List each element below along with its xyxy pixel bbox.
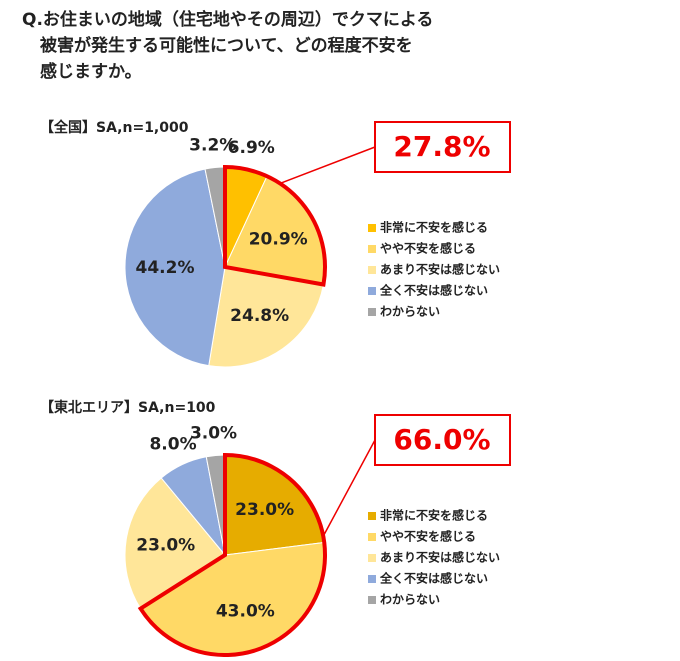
legend-swatch (368, 554, 376, 562)
pie-slice (208, 266, 325, 368)
legend-swatch (368, 245, 376, 253)
data-label: 23.0% (136, 536, 195, 556)
legend-label: やや不安を感じる (380, 529, 476, 544)
question-line: Q.お住まいの地域（住宅地やその周辺）でクマによる (22, 9, 433, 30)
data-label: 20.9% (249, 229, 308, 249)
pie-slice (124, 168, 226, 367)
data-label: 3.2% (189, 136, 236, 156)
question-line: 被害が発生する可能性について、どの程度不安を (40, 35, 413, 56)
subtitle: 【全国】SA,n=1,000 (40, 119, 189, 136)
legend-label: わからない (380, 593, 440, 607)
highlight-box (374, 414, 511, 466)
legend-swatch (368, 224, 376, 232)
legend-swatch (368, 266, 376, 274)
legend-swatch (368, 308, 376, 316)
pie-slice (124, 477, 226, 610)
legend-label: 非常に不安を感じる (380, 220, 488, 235)
highlight-box (374, 121, 511, 173)
legend-swatch (368, 533, 376, 541)
legend-swatch (368, 575, 376, 583)
legend-label: わからない (380, 305, 440, 319)
data-label: 44.2% (136, 258, 195, 278)
legend-swatch (368, 512, 376, 520)
subtitle: 【東北エリア】SA,n=100 (40, 399, 216, 416)
callout-line (322, 439, 376, 537)
data-label: 24.8% (230, 306, 289, 326)
highlight-outline (137, 452, 327, 657)
question-line: 感じますか。 (40, 61, 142, 82)
callout-line (279, 146, 376, 185)
legend-label: やや不安を感じる (380, 241, 476, 256)
legend-swatch (368, 287, 376, 295)
legend-label: 全く不安は感じない (379, 571, 488, 586)
highlight-label: 66.0% (393, 423, 490, 456)
legend-label: 全く不安は感じない (379, 283, 488, 298)
legend-label: あまり不安は感じない (380, 262, 500, 277)
legend-swatch (368, 596, 376, 604)
legend-label: あまり不安は感じない (380, 550, 500, 565)
data-label: 3.0% (190, 424, 237, 444)
highlight-outline (223, 164, 327, 287)
data-label: 8.0% (149, 435, 196, 455)
data-label: 23.0% (235, 500, 294, 520)
legend-label: 非常に不安を感じる (380, 508, 488, 523)
data-label: 6.9% (228, 138, 275, 158)
highlight-label: 27.8% (393, 130, 490, 163)
data-label: 43.0% (216, 601, 275, 621)
